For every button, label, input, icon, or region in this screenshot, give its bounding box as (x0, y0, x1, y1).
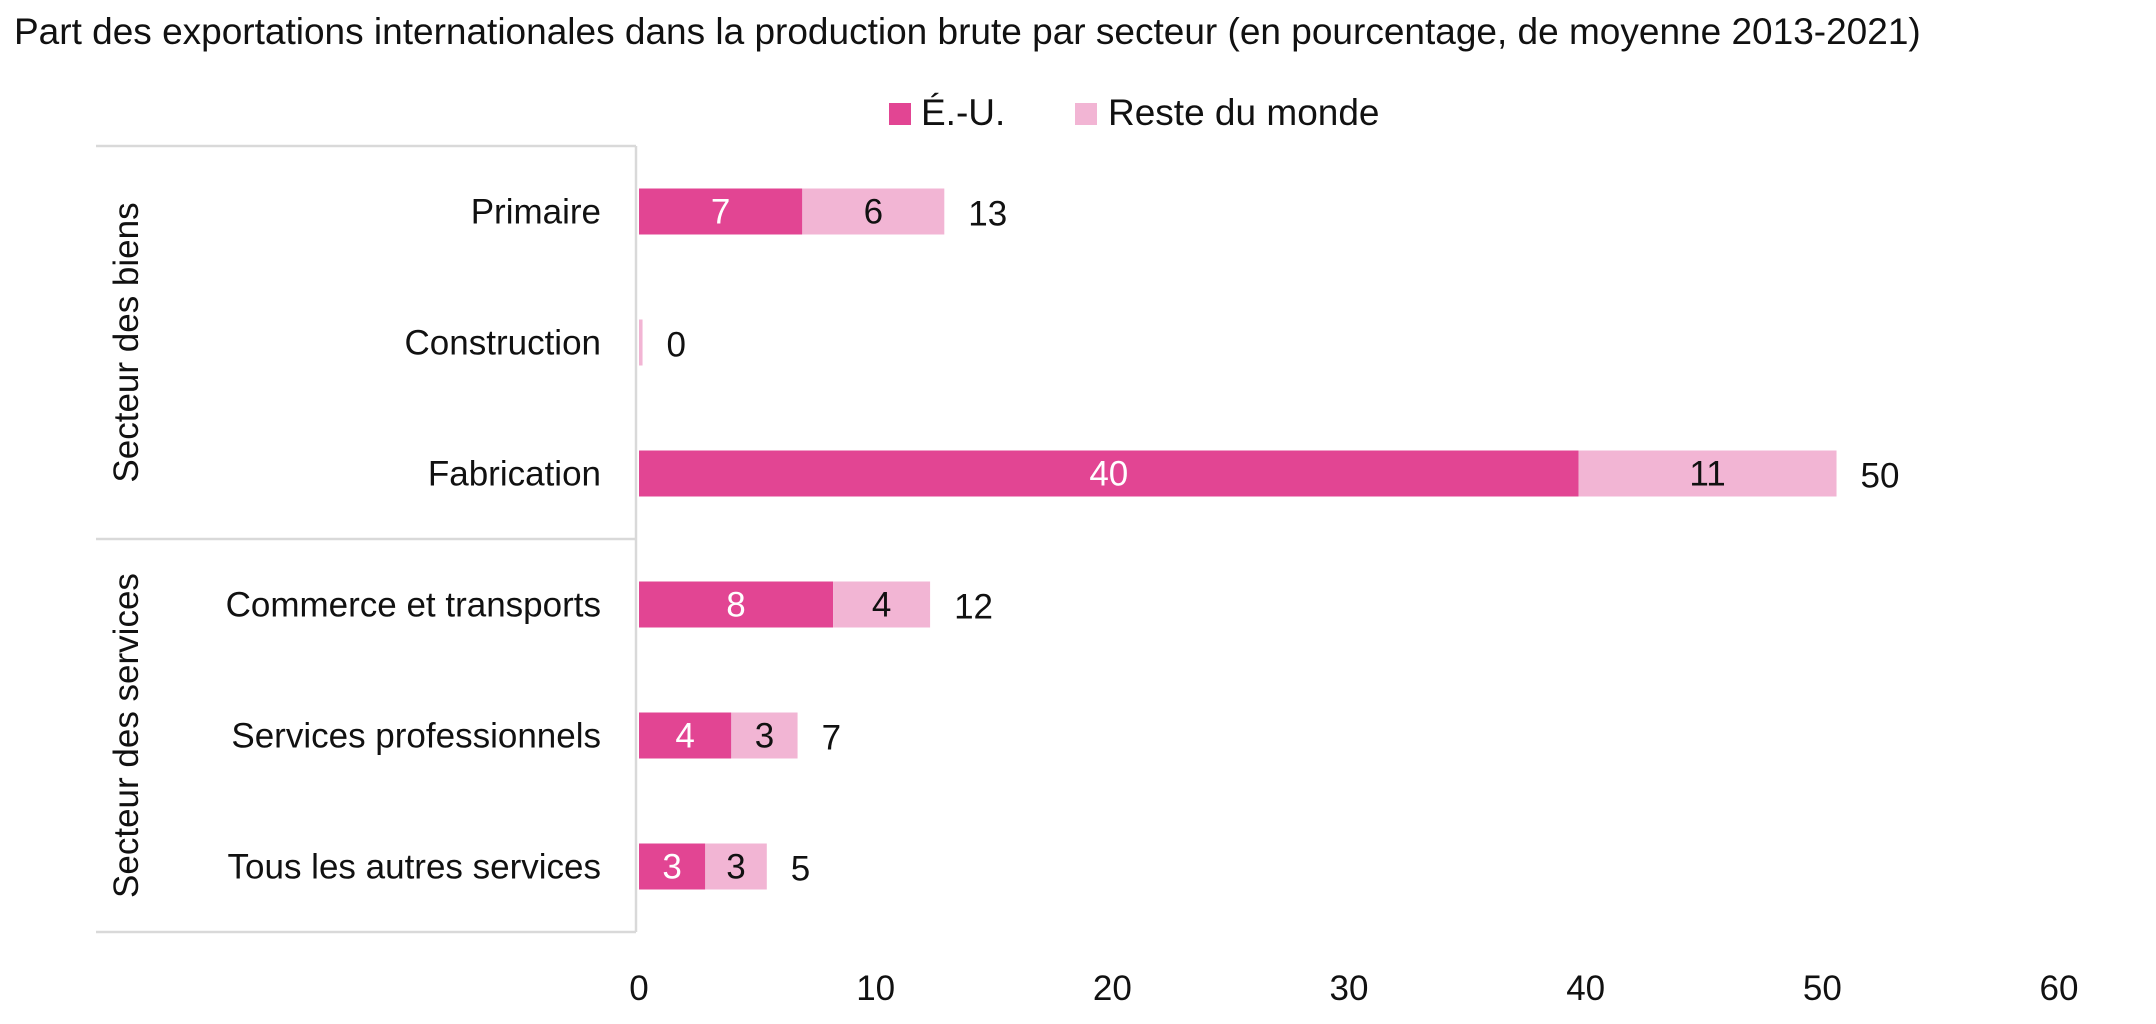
bar-segment (639, 188, 803, 235)
total-label: 13 (968, 195, 1007, 234)
data-label: 4 (675, 717, 694, 756)
data-label: 40 (1089, 455, 1128, 494)
legend-swatch (889, 103, 911, 125)
total-labels: 13 0 50 12 7 5 (667, 195, 1900, 889)
bar-segment (639, 712, 732, 759)
x-tick-label: 60 (2040, 969, 2079, 1008)
x-tick-label: 10 (856, 969, 895, 1008)
data-label: 4 (872, 586, 891, 625)
bar-segment (731, 712, 798, 759)
data-label: 11 (1689, 455, 1725, 494)
bar-segment (833, 581, 931, 628)
total-label: 5 (791, 850, 810, 889)
bar-segment (802, 188, 945, 235)
x-tick-label: 0 (629, 969, 648, 1008)
total-label: 7 (822, 719, 841, 758)
bar-segment (1578, 450, 1837, 497)
data-label: 3 (662, 848, 681, 887)
category-label: Fabrication (428, 455, 601, 494)
bar-segment (639, 581, 834, 628)
legend-label: Reste du monde (1108, 92, 1380, 133)
bars: 7 6 40 11 8 4 4 3 3 3 (639, 188, 1837, 890)
x-tick-label: 30 (1330, 969, 1369, 1008)
data-label: 7 (711, 193, 730, 232)
data-label: 3 (755, 717, 774, 756)
data-label: 8 (726, 586, 745, 625)
group-label: Secteur des biens (107, 202, 146, 482)
group-labels: Secteur des biens Secteur des services (107, 202, 146, 898)
total-label: 12 (954, 588, 993, 627)
legend-swatch (1075, 103, 1097, 125)
x-tick-label: 20 (1093, 969, 1132, 1008)
category-label: Construction (405, 324, 601, 363)
x-axis-ticks: 0 10 20 30 40 50 60 (629, 969, 2078, 1008)
data-label: 3 (726, 848, 745, 887)
x-tick-label: 40 (1566, 969, 1605, 1008)
total-label: 0 (667, 326, 686, 365)
bar-segment (639, 843, 706, 890)
legend: É.-U. Reste du monde (889, 92, 1380, 133)
x-tick-label: 50 (1803, 969, 1842, 1008)
category-label: Commerce et transports (226, 586, 601, 625)
category-frame (96, 144, 638, 934)
category-label: Tous les autres services (228, 848, 601, 887)
category-labels: Primaire Construction Fabrication Commerce … (226, 193, 601, 887)
total-label: 50 (1861, 457, 1900, 496)
category-label: Services professionnels (231, 717, 601, 756)
legend-label: É.-U. (921, 92, 1005, 133)
bar-segment (705, 843, 767, 890)
data-label: 6 (864, 193, 883, 232)
category-label: Primaire (471, 193, 601, 232)
bar-segment (639, 450, 1579, 497)
chart-title: Part des exportations internationales da… (14, 11, 1921, 52)
group-label: Secteur des services (107, 573, 146, 898)
bar-segment (639, 319, 643, 366)
